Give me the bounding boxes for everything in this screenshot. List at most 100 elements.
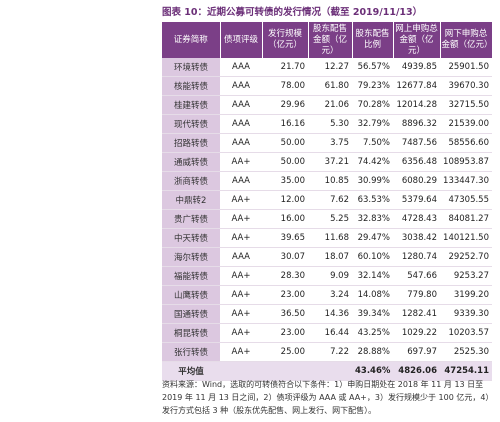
table-cell: 30.07 bbox=[262, 247, 308, 267]
table-cell: 通威转债 bbox=[162, 152, 220, 172]
table-cell: 61.80 bbox=[308, 76, 352, 96]
table-cell: AAA bbox=[220, 58, 262, 77]
average-label: 平均值 bbox=[162, 361, 220, 381]
table-cell: 环境转债 bbox=[162, 58, 220, 77]
table-cell: 2525.30 bbox=[440, 342, 492, 362]
table-cell: 21.06 bbox=[308, 95, 352, 115]
table-cell: 福能转债 bbox=[162, 266, 220, 286]
table-cell: 21539.00 bbox=[440, 114, 492, 134]
table-cell: 50.00 bbox=[262, 133, 308, 153]
table-cell: 16.00 bbox=[262, 209, 308, 229]
table-row: 现代转债 AAA 16.16 5.30 32.79% 8896.32 21539.00 bbox=[162, 114, 492, 134]
table-cell: 21.70 bbox=[262, 58, 308, 77]
table-row: 核能转债 AAA 78.00 61.80 79.23% 12677.84 39670.30 bbox=[162, 76, 492, 96]
table-cell: 海尔转债 bbox=[162, 247, 220, 267]
table-cell: AAA bbox=[220, 171, 262, 191]
table-cell: 9339.30 bbox=[440, 304, 492, 324]
average-row: 平均值 43.46% 4826.06 47254.11 bbox=[162, 361, 492, 381]
table-row: 贵广转债 AA+ 16.00 5.25 32.83% 4728.43 84081.27 bbox=[162, 209, 492, 229]
table-cell: AA+ bbox=[220, 342, 262, 362]
table-cell: 39.65 bbox=[262, 228, 308, 248]
table-cell: 108953.87 bbox=[440, 152, 492, 172]
table-cell: 招路转债 bbox=[162, 133, 220, 153]
table-row: 福能转债 AA+ 28.30 9.09 32.14% 547.66 9253.27 bbox=[162, 266, 492, 286]
table-cell: 1282.41 bbox=[393, 304, 440, 324]
table-cell: 60.10% bbox=[352, 247, 393, 267]
table-cell: 11.68 bbox=[308, 228, 352, 248]
table-cell: 7.62 bbox=[308, 190, 352, 210]
table-cell: 3.24 bbox=[308, 285, 352, 305]
table-cell: 9253.27 bbox=[440, 266, 492, 286]
table-cell: 1280.74 bbox=[393, 247, 440, 267]
table-cell: 84081.27 bbox=[440, 209, 492, 229]
table-cell: 中鼎转2 bbox=[162, 190, 220, 210]
table-cell: 12677.84 bbox=[393, 76, 440, 96]
table-cell: 37.21 bbox=[308, 152, 352, 172]
table-cell: 中天转债 bbox=[162, 228, 220, 248]
table-cell: 79.23% bbox=[352, 76, 393, 96]
table-row: 海尔转债 AAA 30.07 18.07 60.10% 1280.74 29252.70 bbox=[162, 247, 492, 267]
table-cell: 桐昆转债 bbox=[162, 323, 220, 343]
header-cell: 债项评级 bbox=[220, 22, 263, 58]
table-row: 中天转债 AA+ 39.65 11.68 29.47% 3038.42 140121.50 bbox=[162, 228, 492, 248]
table-row: 国通转债 AA+ 36.50 14.36 39.34% 1282.41 9339.30 bbox=[162, 304, 492, 324]
table-row: 浙商转债 AAA 35.00 10.85 30.99% 6080.29 133447.30 bbox=[162, 171, 492, 191]
table-cell: 35.00 bbox=[262, 171, 308, 191]
table-cell: 779.80 bbox=[393, 285, 440, 305]
table-cell: 32.83% bbox=[352, 209, 393, 229]
table-cell: 4728.43 bbox=[393, 209, 440, 229]
table-cell: 3199.20 bbox=[440, 285, 492, 305]
table-cell: 8896.32 bbox=[393, 114, 440, 134]
table-cell: 133447.30 bbox=[440, 171, 492, 191]
table-cell: 现代转债 bbox=[162, 114, 220, 134]
table-cell: 32715.50 bbox=[440, 95, 492, 115]
table-cell: 7487.56 bbox=[393, 133, 440, 153]
table-cell: 29.96 bbox=[262, 95, 308, 115]
table-cell: 贵广转债 bbox=[162, 209, 220, 229]
table-cell: 50.00 bbox=[262, 152, 308, 172]
table-row: 桂建转债 AAA 29.96 21.06 70.28% 12014.28 32715.50 bbox=[162, 95, 492, 115]
table-cell: 74.42% bbox=[352, 152, 393, 172]
table-cell: AAA bbox=[220, 114, 262, 134]
average-cell: 43.46% bbox=[352, 361, 393, 381]
table-cell: 核能转债 bbox=[162, 76, 220, 96]
table-row: 桐昆转债 AA+ 23.00 16.44 43.25% 1029.22 10203.57 bbox=[162, 323, 492, 343]
table-cell: 63.53% bbox=[352, 190, 393, 210]
table-cell: 30.99% bbox=[352, 171, 393, 191]
table-row: 中鼎转2 AA+ 12.00 7.62 63.53% 5379.64 47305.55 bbox=[162, 190, 492, 210]
table-body: 环境转债 AAA 21.70 12.27 56.57% 4939.85 25901.50 核能… bbox=[162, 58, 492, 381]
table-row: 通威转债 AA+ 50.00 37.21 74.42% 6356.48 108953.87 bbox=[162, 152, 492, 172]
table-cell: 697.97 bbox=[393, 342, 440, 362]
table-cell: 25.00 bbox=[262, 342, 308, 362]
table-cell: 32.79% bbox=[352, 114, 393, 134]
empty-cell bbox=[308, 361, 352, 381]
table-cell: 28.88% bbox=[352, 342, 393, 362]
table-cell: 5.25 bbox=[308, 209, 352, 229]
table-cell: 国通转债 bbox=[162, 304, 220, 324]
table-cell: 5.30 bbox=[308, 114, 352, 134]
table-cell: 4939.85 bbox=[393, 58, 440, 77]
table-cell: AAA bbox=[220, 95, 262, 115]
table-cell: 14.08% bbox=[352, 285, 393, 305]
table-cell: 10203.57 bbox=[440, 323, 492, 343]
table-cell: AA+ bbox=[220, 304, 262, 324]
table-cell: 3.75 bbox=[308, 133, 352, 153]
table-row: 山鹰转债 AA+ 23.00 3.24 14.08% 779.80 3199.20 bbox=[162, 285, 492, 305]
table-cell: AAA bbox=[220, 247, 262, 267]
table-cell: 78.00 bbox=[262, 76, 308, 96]
table-cell: 6356.48 bbox=[393, 152, 440, 172]
table-cell: AAA bbox=[220, 133, 262, 153]
table-cell: 39.34% bbox=[352, 304, 393, 324]
header-cell: 网下申购总金额（亿元） bbox=[440, 22, 493, 58]
table-cell: 32.14% bbox=[352, 266, 393, 286]
table-cell: 43.25% bbox=[352, 323, 393, 343]
table-cell: 3038.42 bbox=[393, 228, 440, 248]
table: 证券简称 债项评级 发行规模（亿元） 股东配售金额（亿元） 股东配售比例 网上申购总金额（… bbox=[162, 22, 493, 381]
table-cell: 14.36 bbox=[308, 304, 352, 324]
source-note: 资料来源：Wind，选取的可转债符合以下条件：1）申购日期处在 2018 年 1… bbox=[162, 380, 490, 415]
table-cell: 29252.70 bbox=[440, 247, 492, 267]
average-cell: 4826.06 bbox=[393, 361, 440, 381]
table-cell: 23.00 bbox=[262, 285, 308, 305]
table-cell: 山鹰转债 bbox=[162, 285, 220, 305]
header-cell: 证券简称 bbox=[162, 22, 221, 58]
